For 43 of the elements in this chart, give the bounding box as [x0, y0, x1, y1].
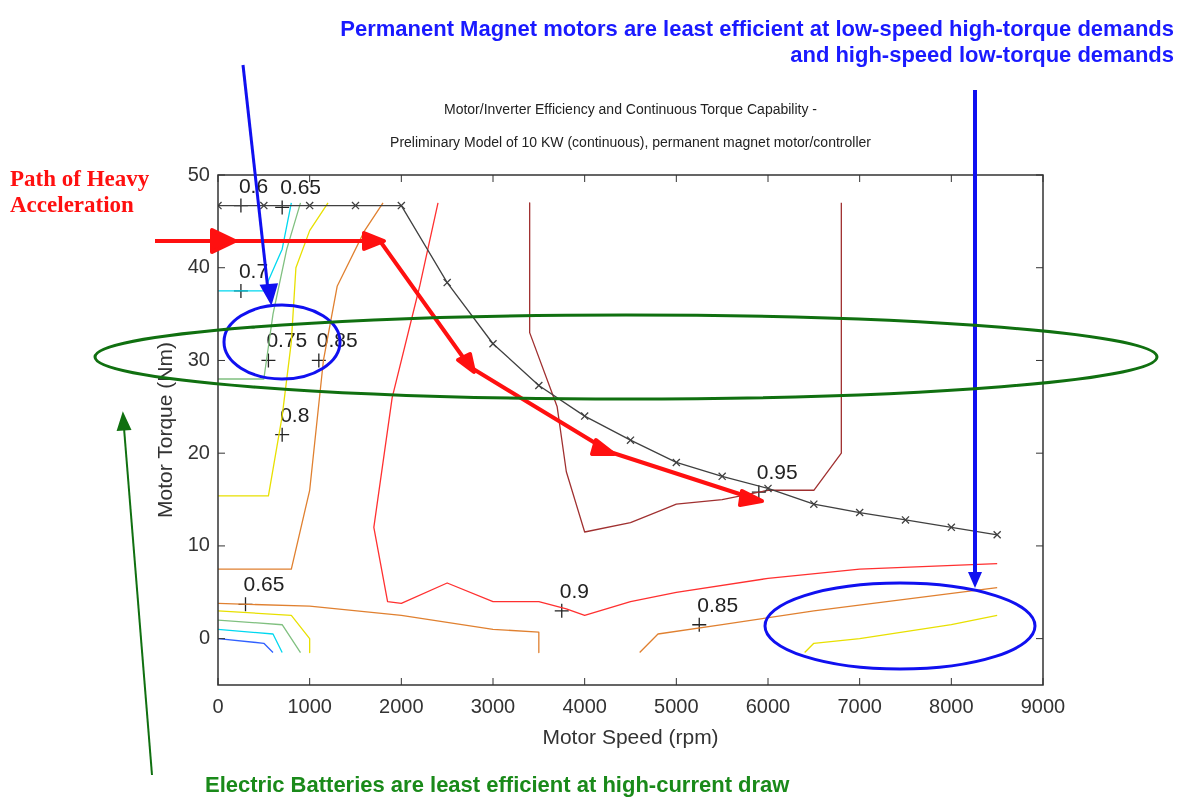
y-tick-label: 20 — [187, 440, 210, 463]
x-tick-label: 4000 — [562, 694, 607, 717]
x-tick-label: 0 — [212, 694, 224, 717]
annotation: 0.85 — [697, 592, 739, 616]
y-tick-label: 40 — [187, 255, 210, 278]
point — [626, 436, 635, 445]
x-axis-title: Motor Speed (rpm) — [542, 725, 719, 749]
x-tick-label: 5000 — [654, 694, 699, 717]
point — [305, 201, 314, 210]
text: Permanent Magnet motors are least efficient at low-speed high-torque demands and high-speed low-torque demands — [340, 16, 1174, 68]
point — [580, 411, 589, 421]
x-tick-label: 6000 — [745, 694, 791, 717]
point — [259, 201, 269, 210]
y-tick-label: 30 — [187, 347, 210, 370]
annotation: 0.65 — [280, 175, 322, 199]
x-tick-label: 7000 — [837, 694, 882, 717]
point — [672, 458, 681, 467]
point — [763, 484, 773, 493]
point — [442, 278, 452, 287]
text: Electric Batteries are least efficient at high-current draw — [205, 772, 790, 798]
x-tick-label: 8000 — [929, 694, 974, 717]
y-tick-label: 10 — [187, 533, 210, 556]
point — [855, 508, 864, 517]
point — [992, 530, 1002, 539]
point — [901, 515, 910, 525]
x-tick-label: 2000 — [379, 694, 424, 717]
point — [534, 381, 544, 390]
text: Path of Heavy Acceleration — [10, 166, 150, 218]
annotation: 0.95 — [756, 460, 798, 484]
y-tick-label: 0 — [198, 626, 210, 649]
x-tick-label: 9000 — [1020, 694, 1066, 717]
chart-title: Motor/Inverter Efficiency and Continuous Torque Capability - Preliminary Model of 10 KW (continuous), permanent magnet motor/controller — [390, 100, 871, 150]
point — [351, 201, 360, 210]
point — [488, 339, 498, 348]
y-tick-label: 50 — [187, 162, 210, 185]
annotation: 0.9 — [559, 578, 589, 602]
point — [947, 523, 956, 532]
point — [809, 500, 819, 509]
x-tick-label: 3000 — [470, 694, 516, 717]
point — [717, 472, 727, 481]
point — [397, 201, 406, 210]
annotation: 0.65 — [243, 572, 285, 596]
x-tick-label: 1000 — [287, 694, 332, 717]
